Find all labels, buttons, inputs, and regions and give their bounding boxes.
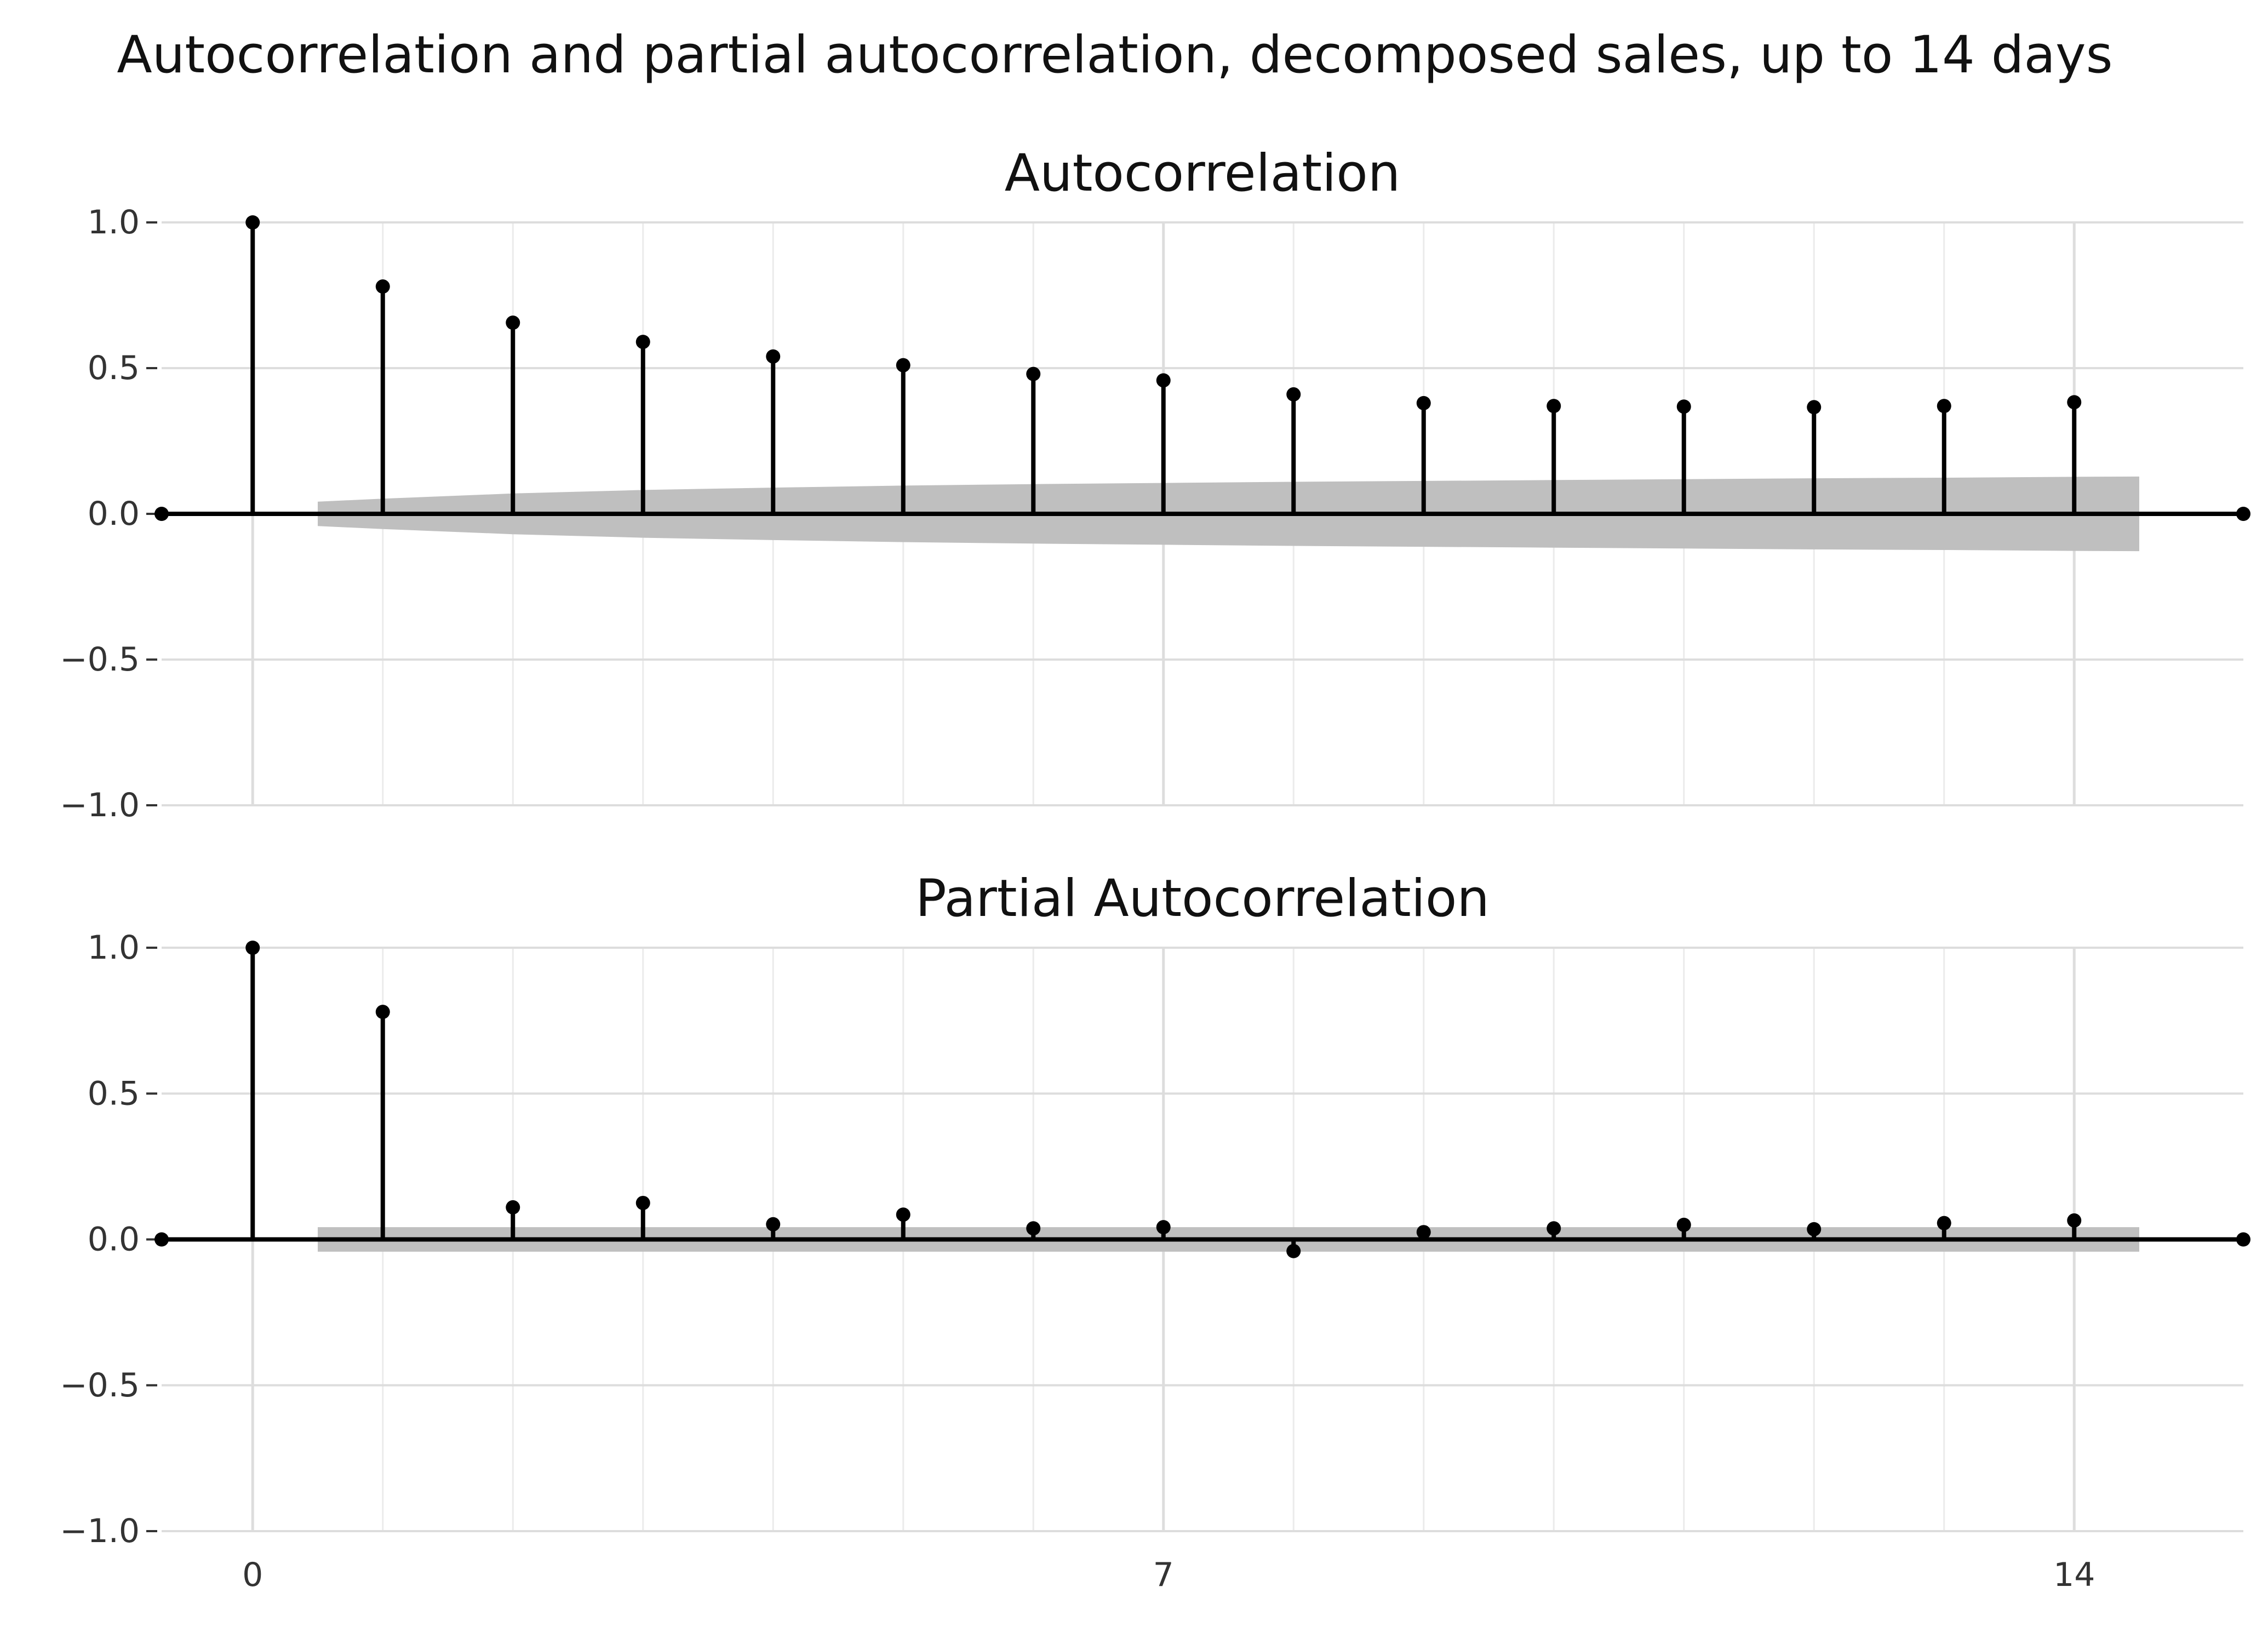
zero-line-marker [154,1232,169,1247]
panel-title-autocorrelation: Autocorrelation [1005,144,1401,203]
panel-title-partial-autocorrelation: Partial Autocorrelation [915,869,1490,929]
y-tick-label: 0.5 [88,349,140,387]
y-tick-label: −0.5 [60,640,140,679]
stem-marker-lag-2 [506,1200,520,1214]
y-tick-label: −1.0 [60,786,140,824]
stem-marker-lag-1 [375,279,390,294]
stem-marker-lag-11 [1676,399,1691,414]
x-tick-label: 14 [2053,1556,2095,1594]
y-tick-label: −1.0 [60,1512,140,1550]
zero-line-marker [154,507,169,521]
stem-marker-lag-10 [1547,399,1561,414]
zero-line-marker [2236,1232,2250,1247]
stem-marker-lag-0 [245,941,260,955]
x-tick-label: 7 [1153,1556,1174,1594]
stem-marker-lag-8 [1286,387,1301,402]
stem-marker-lag-9 [1416,396,1431,410]
stem-marker-lag-14 [2067,395,2082,410]
stem-marker-lag-6 [1026,1221,1041,1236]
stem-marker-lag-12 [1807,400,1822,415]
stem-marker-lag-3 [635,1195,650,1210]
y-tick-label: 0.0 [88,495,140,533]
autocorrelation-panel: Autocorrelation 1.0 0.5 0.0 −0.5 −1.0 [60,144,2250,824]
stem-marker-lag-13 [1937,399,1951,414]
y-tick-label: 0.0 [88,1221,140,1259]
stem-marker-lag-10 [1547,1221,1561,1236]
stem-marker-lag-9 [1416,1225,1431,1240]
partial-autocorrelation-panel: Partial Autocorrelation 1.0 0.5 0.0 −0.5 −1.… [60,869,2250,1594]
x-tick-label: 0 [242,1556,263,1594]
y-tick-label: 0.5 [88,1074,140,1113]
y-tick-label: −0.5 [60,1366,140,1405]
y-tick-label: 1.0 [88,203,140,242]
stem-marker-lag-7 [1156,373,1171,388]
stem-marker-lag-13 [1937,1216,1951,1230]
stem-marker-lag-8 [1286,1244,1301,1258]
stem-marker-lag-12 [1807,1222,1822,1236]
stem-marker-lag-5 [896,358,910,373]
y-tick-label: 1.0 [88,929,140,967]
figure-title: Autocorrelation and partial autocorrelat… [117,25,2112,85]
stem-marker-lag-4 [766,1217,781,1231]
stem-marker-lag-14 [2067,1213,2082,1228]
stem-marker-lag-4 [766,349,781,364]
stem-marker-lag-7 [1156,1220,1171,1235]
stem-marker-lag-6 [1026,366,1041,381]
stem-marker-lag-2 [506,316,520,330]
stem-marker-lag-11 [1676,1217,1691,1232]
stem-marker-lag-0 [245,215,260,230]
zero-line-marker [2236,507,2250,521]
stem-marker-lag-3 [635,335,650,350]
stem-marker-lag-1 [375,1005,390,1019]
stem-marker-lag-5 [896,1207,910,1222]
